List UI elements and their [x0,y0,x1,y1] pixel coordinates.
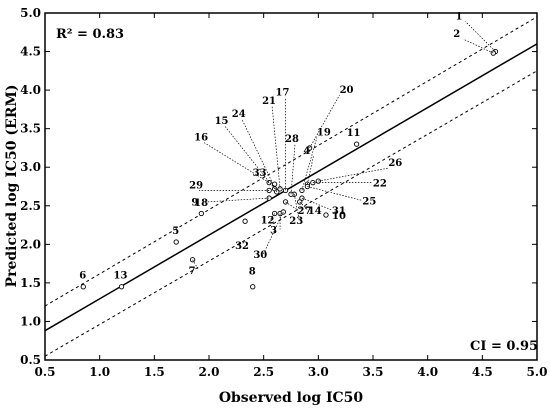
y-tick-label: 0.5 [20,353,41,367]
ci-lower-line [44,70,538,357]
point-label-31: 31 [332,206,346,217]
point-label-13: 13 [114,271,128,282]
leader-line-14 [299,201,308,211]
point-label-5: 5 [172,226,179,237]
y-tick-label: 5.0 [20,6,41,20]
point-label-16: 16 [194,133,208,144]
x-tick-label: 2.0 [199,365,220,379]
point-label-17: 17 [276,87,290,98]
leader-line-31 [301,197,333,211]
point-label-33: 33 [253,168,267,179]
leader-line-15 [224,125,275,190]
leader-line-20 [309,94,340,149]
data-point-10 [323,212,329,218]
point-label-20: 20 [340,85,354,96]
leader-line-1 [465,21,496,52]
y-tick-label: 4.5 [20,45,41,59]
data-point-8 [250,284,256,290]
leader-line-19 [301,137,318,191]
point-label-3: 3 [270,225,277,236]
point-label-2: 2 [453,29,460,40]
point-label-22: 22 [373,179,387,190]
x-tick-label: 5.0 [527,365,548,379]
y-axis-label: Predicted log IC50 (ERM) [4,85,20,288]
plot-frame [44,12,538,361]
leader-line-7 [192,259,199,270]
data-point-9 [198,210,204,217]
x-tick-label: 4.5 [472,365,493,379]
y-tick-label: 1.0 [20,314,41,328]
point-label-21: 21 [262,96,276,107]
point-label-6: 6 [79,271,86,282]
point-label-25: 25 [362,197,376,208]
leader-line-12 [270,213,275,220]
y-tick-label: 2.0 [20,237,41,251]
leader-line-2 [463,38,494,54]
leader-line-27 [285,201,298,211]
x-tick-label: 4.0 [417,365,438,379]
data-point-6 [80,284,86,290]
x-tick-label: 0.5 [35,365,56,379]
x-tick-label: 1.0 [89,365,110,379]
point-label-8: 8 [249,267,256,278]
leader-line-23 [293,194,300,221]
x-tick-label: 2.5 [253,365,274,379]
point-label-30: 30 [253,250,267,261]
point-label-29: 29 [189,180,203,191]
point-label-26: 26 [388,158,402,169]
data-point-32 [242,218,248,224]
point-label-27: 27 [298,206,312,217]
data-point-31 [299,195,305,201]
data-point-25 [304,183,311,190]
point-label-14: 14 [308,206,322,217]
point-label-19: 19 [317,127,331,138]
data-point-5 [173,239,179,245]
ci-upper-line [44,16,538,307]
point-label-1: 1 [455,12,462,23]
point-label-18: 18 [194,198,208,209]
data-point-22 [310,179,316,186]
data-point-33 [271,181,278,187]
regression-lines [44,16,538,357]
axis-ticks: 0.5 1.0 1.5 2.0 2.5 3.0 3.5 4.0 4.5 5.0 0.5 1.0 1.5 2… [20,6,547,379]
y-tick-label: 3.0 [20,160,41,174]
point-label-15: 15 [215,116,229,127]
leader-line-18 [204,197,270,203]
data-points [80,48,499,290]
leader-line-16 [203,142,270,183]
point-label-12: 12 [261,215,275,226]
leader-line-24 [241,118,278,193]
x-tick-label: 1.5 [144,365,165,379]
point-label-7: 7 [189,266,196,277]
point-label-9: 9 [191,197,198,208]
point-label-28: 28 [285,134,299,145]
y-tick-label: 1.5 [20,276,41,290]
point-label-23: 23 [289,216,303,227]
y-tick-label: 2.5 [20,199,41,213]
x-tick-label: 3.5 [363,365,384,379]
leader-line-28 [290,144,296,195]
y-tick-label: 4.0 [20,83,41,97]
point-label-10: 10 [332,211,346,222]
y-tick-label: 3.5 [20,122,41,136]
point-label-11: 11 [347,128,361,139]
data-point-11 [353,141,360,147]
data-point-13 [118,284,125,290]
leader-line-25 [307,186,363,201]
x-axis-label: Observed log IC50 [219,390,364,406]
regression-line [44,43,538,332]
data-point-19 [299,187,305,194]
r-squared-annotation: R² = 0.83 [56,27,124,42]
x-tick-label: 3.0 [308,365,329,379]
point-label-4: 4 [303,146,310,157]
ci-annotation: CI = 0.95 [470,339,538,354]
leader-line-21 [271,105,281,189]
point-label-24: 24 [232,109,246,120]
point-label-32: 32 [235,241,249,252]
